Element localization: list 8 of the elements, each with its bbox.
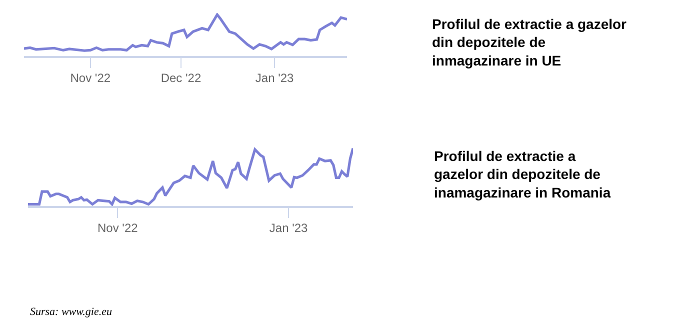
text: Profilul de extractie a gazelor din depozitele de inamagazinare in Romania [434, 148, 611, 200]
x-tick-label: Dec '22 [160, 71, 202, 86]
text: Sursa: www.gie.eu [30, 306, 112, 318]
text: Profilul de extractie a gazelor din depozitele de inmagazinare in UE [432, 16, 628, 68]
x-tick-label: Nov '22 [70, 71, 111, 86]
x-tick-label: Nov '22 [98, 221, 138, 236]
x-tick-label: Jan '23 [269, 221, 308, 236]
x-tick-label: Jan '23 [255, 71, 294, 86]
